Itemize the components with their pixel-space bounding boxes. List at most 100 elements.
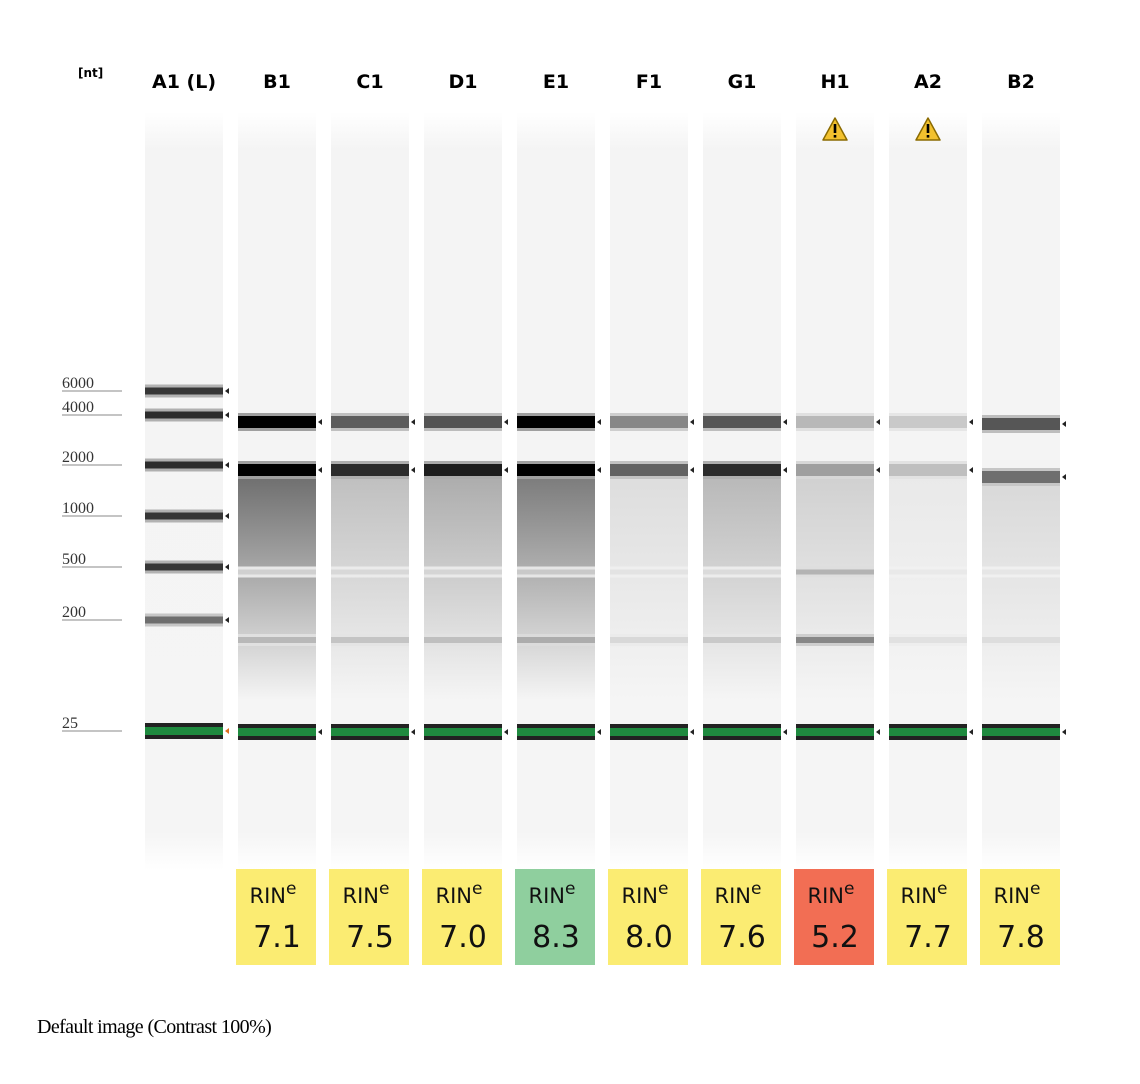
peak-arrow: [504, 419, 508, 425]
sample-lane: A2 RINe 7.7: [887, 71, 973, 965]
sample-lane: H1 RINe 5.2: [794, 71, 880, 965]
rin-value: 7.0: [439, 920, 487, 955]
peak-arrow: [411, 419, 415, 425]
lane-background: [145, 112, 223, 870]
peak-arrow: [597, 467, 601, 473]
rrna-18s-band: [889, 464, 967, 476]
size-label: 2000: [62, 449, 94, 466]
rin-label: RINe: [529, 879, 576, 908]
ladder-band: [145, 616, 223, 624]
rna-smear: [982, 475, 1060, 700]
rin-value: 7.7: [904, 920, 952, 955]
low-band: [982, 569, 1060, 575]
rin-label: RINe: [622, 879, 669, 908]
peak-arrow: [225, 462, 229, 468]
peak-arrow: [1062, 421, 1066, 427]
lanes: A1 (L) B1 RINe 7.1 C1 RINe 7.5 D1 RINe 7.0 E1 RINe 8…: [145, 71, 1066, 965]
lower-marker-band: [610, 728, 688, 736]
rin-label: RINe: [994, 879, 1041, 908]
rrna-28s-band: [424, 416, 502, 428]
peak-arrow: [225, 617, 229, 623]
peak-arrow: [969, 467, 973, 473]
low-band: [424, 569, 502, 575]
sample-lane: D1 RINe 7.0: [422, 71, 508, 965]
lane-label: F1: [636, 71, 662, 93]
rrna-18s-band: [517, 464, 595, 476]
lower-marker-band: [517, 728, 595, 736]
rrna-28s-band: [703, 416, 781, 428]
lane-label: H1: [820, 71, 849, 93]
rin-value: 7.8: [997, 920, 1045, 955]
peak-arrow: [690, 467, 694, 473]
peak-arrow: [876, 729, 880, 735]
rrna-18s-band: [331, 464, 409, 476]
peak-arrow: [597, 419, 601, 425]
rna-smear: [610, 475, 688, 700]
peak-arrow: [225, 513, 229, 519]
peak-arrow: [969, 729, 973, 735]
low-band: [889, 637, 967, 643]
rna-smear: [889, 475, 967, 700]
rna-smear: [796, 475, 874, 700]
rin-box: [701, 869, 781, 965]
lane-label: A2: [914, 71, 942, 93]
rin-value: 7.6: [718, 920, 766, 955]
ladder-band: [145, 512, 223, 520]
lower-marker-band: [796, 728, 874, 736]
peak-arrow: [504, 729, 508, 735]
peak-arrow: [318, 729, 322, 735]
size-label: 25: [62, 715, 78, 732]
low-band: [610, 569, 688, 575]
image-caption: Default image (Contrast 100%): [37, 1016, 272, 1038]
sample-lane: G1 RINe 7.6: [701, 71, 787, 965]
rin-box: [236, 869, 316, 965]
rin-label: RINe: [343, 879, 390, 908]
size-axis: 6000 4000 2000 1000 500 200 25: [62, 375, 122, 732]
sample-lane: C1 RINe 7.5: [329, 71, 415, 965]
rin-label: RINe: [436, 879, 483, 908]
gel-image: [nt] 6000 4000 2000 1000 500 200 25 A1 (L) B1 RI…: [62, 66, 1066, 965]
rin-value: 7.1: [253, 920, 301, 955]
peak-arrow: [411, 467, 415, 473]
peak-arrow: [690, 419, 694, 425]
lower-marker-band: [145, 727, 223, 735]
rrna-28s-band: [982, 418, 1060, 430]
sample-lane: E1 RINe 8.3: [515, 71, 601, 965]
warning-icon: [915, 117, 941, 141]
low-band: [424, 637, 502, 643]
lane-label: D1: [449, 71, 478, 93]
rrna-28s-band: [331, 416, 409, 428]
lower-marker-band: [238, 728, 316, 736]
rna-smear: [424, 475, 502, 700]
rna-smear: [331, 475, 409, 700]
lane-label: A1 (L): [152, 71, 216, 93]
rrna-28s-band: [238, 416, 316, 428]
rrna-28s-band: [889, 416, 967, 428]
lane-label: B2: [1007, 71, 1035, 93]
peak-arrow: [504, 467, 508, 473]
lane-label: G1: [728, 71, 757, 93]
peak-arrow: [1062, 729, 1066, 735]
rin-box: [887, 869, 967, 965]
sample-lane: F1 RINe 8.0: [608, 71, 694, 965]
low-band: [331, 637, 409, 643]
low-band: [982, 637, 1060, 643]
rin-label: RINe: [715, 879, 762, 908]
low-band: [610, 637, 688, 643]
rin-box: [794, 869, 874, 965]
sample-lane: B2 RINe 7.8: [980, 71, 1066, 965]
rna-smear: [238, 475, 316, 700]
lane-label: C1: [356, 71, 383, 93]
rrna-18s-band: [424, 464, 502, 476]
rrna-18s-band: [610, 464, 688, 476]
rin-box: [515, 869, 595, 965]
rin-value: 8.0: [625, 920, 673, 955]
peak-arrow: [783, 419, 787, 425]
rin-value: 7.5: [346, 920, 394, 955]
rrna-28s-band: [517, 416, 595, 428]
low-band: [517, 637, 595, 643]
low-band: [703, 569, 781, 575]
peak-arrow: [225, 564, 229, 570]
rin-label: RINe: [250, 879, 297, 908]
ladder-band: [145, 387, 223, 395]
